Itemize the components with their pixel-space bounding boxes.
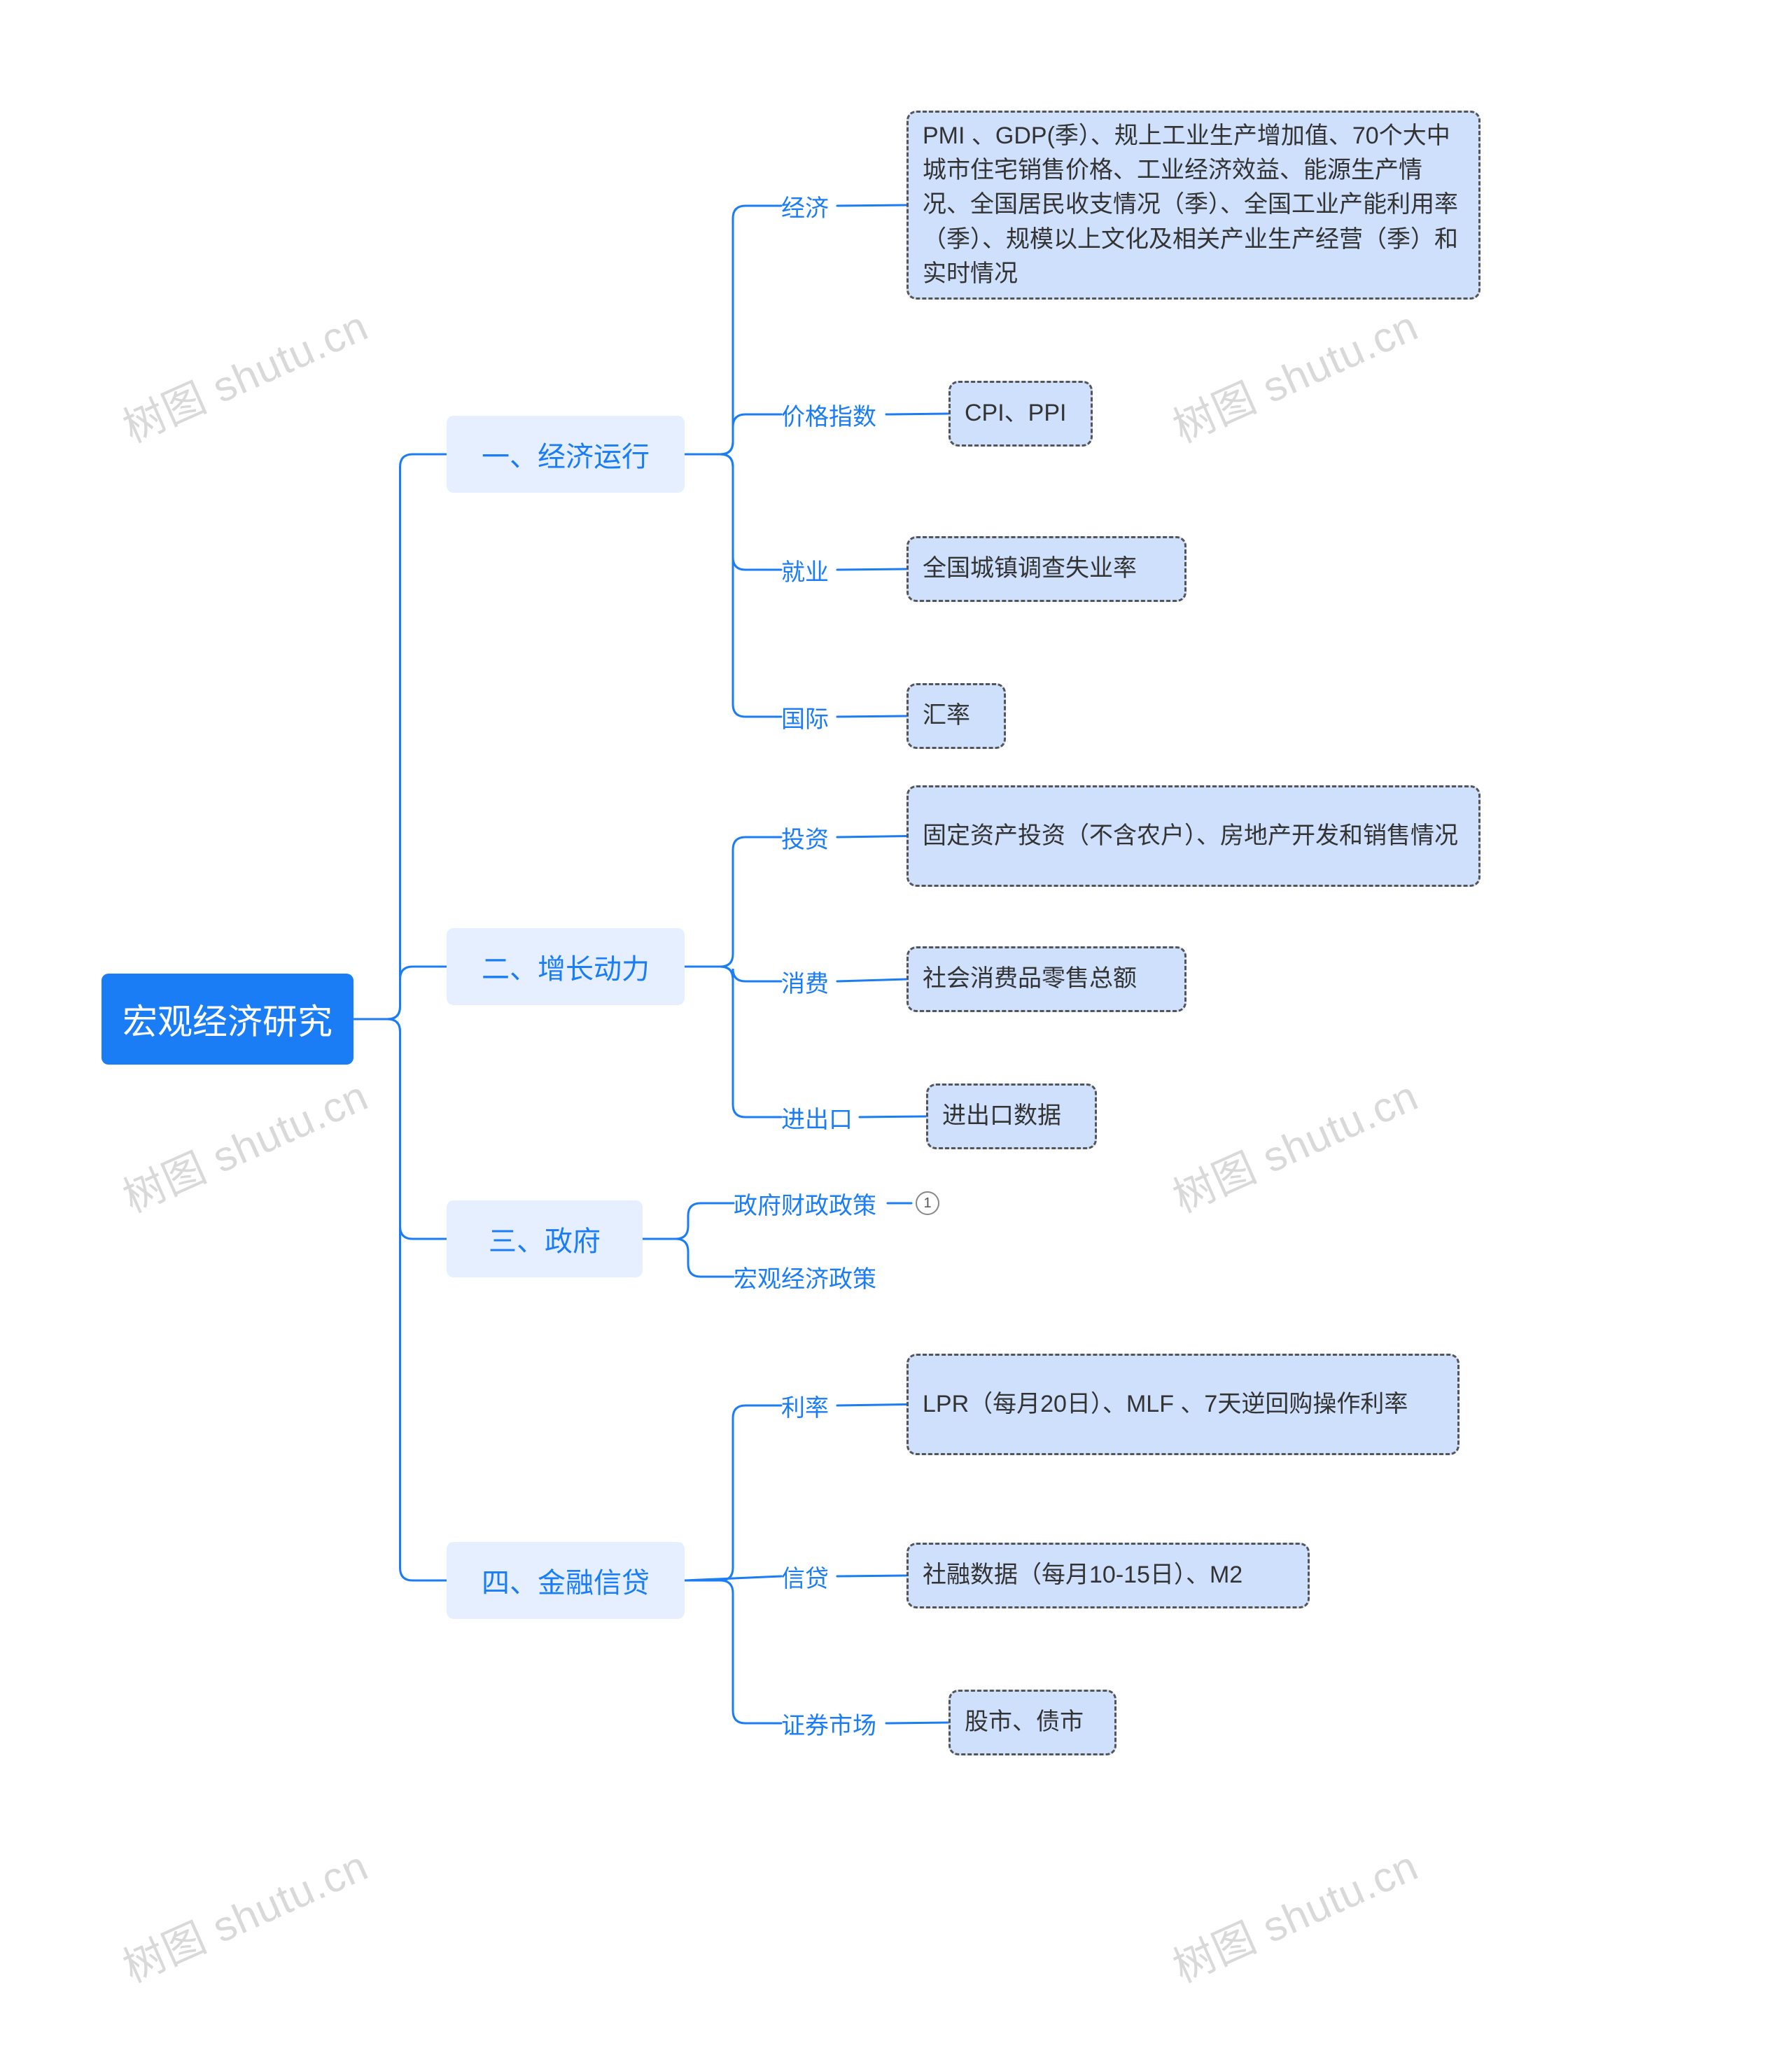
root-label: 宏观经济研究	[122, 994, 332, 1044]
leaf-unemployment[interactable]: 全国城镇调查失业率	[906, 536, 1186, 602]
topic-fiscal-policy[interactable]: 政府财政政策	[734, 1186, 888, 1220]
branch-growth-drivers[interactable]: 二、增长动力	[447, 928, 685, 1005]
topic-interest-rate[interactable]: 利率	[781, 1389, 837, 1422]
topic-label: 国际	[781, 700, 829, 734]
topic-label: 宏观经济政策	[734, 1260, 876, 1294]
topic-international[interactable]: 国际	[781, 700, 837, 734]
topic-securities[interactable]: 证券市场	[781, 1706, 886, 1740]
topic-credit[interactable]: 信贷	[781, 1559, 837, 1593]
leaf-economy-detail[interactable]: PMI 、GDP(季）、规上工业生产增加值、70个大中城市住宅销售价格、工业经济…	[906, 111, 1480, 300]
topic-label: 投资	[781, 820, 829, 855]
leaf-stock-bond[interactable]: 股市、债市	[948, 1690, 1116, 1755]
leaf-label: 固定资产投资（不含农户）、房地产开发和销售情况	[923, 819, 1458, 853]
branch-government[interactable]: 三、政府	[447, 1200, 643, 1277]
topic-label: 利率	[781, 1389, 829, 1423]
topic-consumption[interactable]: 消费	[781, 965, 837, 998]
watermark-2: 树图 shutu.cn	[112, 1832, 377, 1995]
branch-label: 三、政府	[489, 1219, 601, 1259]
watermark-3: 树图 shutu.cn	[1162, 293, 1427, 455]
topic-label: 经济	[781, 189, 829, 223]
topic-label: 就业	[781, 553, 829, 587]
branch-economic-operation[interactable]: 一、经济运行	[447, 416, 685, 493]
leaf-label: 社融数据（每月10-15日）、M2	[923, 1558, 1242, 1592]
note-badge-1[interactable]: 1	[916, 1191, 939, 1215]
watermark-1: 树图 shutu.cn	[112, 1062, 377, 1225]
topic-employment[interactable]: 就业	[781, 553, 837, 587]
branch-finance-credit[interactable]: 四、金融信贷	[447, 1542, 685, 1619]
topic-economy[interactable]: 经济	[781, 189, 837, 223]
branch-label: 二、增长动力	[482, 946, 650, 987]
leaf-label: 进出口数据	[942, 1099, 1061, 1133]
leaf-label: LPR（每月20日）、MLF 、7天逆回购操作利率	[923, 1387, 1408, 1422]
topic-investment[interactable]: 投资	[781, 820, 837, 854]
topic-import-export[interactable]: 进出口	[781, 1100, 860, 1134]
topic-label: 消费	[781, 965, 829, 999]
mindmap-canvas: 树图 shutu.cn 树图 shutu.cn 树图 shutu.cn 树图 s…	[0, 0, 1792, 2055]
topic-label: 信贷	[781, 1559, 829, 1594]
topic-label: 政府财政政策	[734, 1186, 876, 1221]
leaf-trade-data[interactable]: 进出口数据	[926, 1083, 1097, 1149]
leaf-exchange-rate[interactable]: 汇率	[906, 683, 1006, 749]
watermark-0: 树图 shutu.cn	[112, 293, 377, 455]
watermark-5: 树图 shutu.cn	[1162, 1832, 1427, 1995]
watermark-4: 树图 shutu.cn	[1162, 1062, 1427, 1225]
branch-label: 四、金融信贷	[482, 1560, 650, 1601]
leaf-fixed-assets[interactable]: 固定资产投资（不含农户）、房地产开发和销售情况	[906, 785, 1480, 887]
topic-macro-policy[interactable]: 宏观经济政策	[734, 1260, 888, 1293]
topic-price-index[interactable]: 价格指数	[781, 398, 886, 431]
topic-label: 证券市场	[781, 1706, 876, 1741]
leaf-label: PMI 、GDP(季）、规上工业生产增加值、70个大中城市住宅销售价格、工业经济…	[923, 119, 1464, 291]
leaf-label: 汇率	[923, 699, 970, 733]
leaf-label: 全国城镇调查失业率	[923, 552, 1137, 586]
topic-label: 进出口	[781, 1100, 853, 1135]
leaf-cpi-ppi[interactable]: CPI、PPI	[948, 381, 1093, 447]
leaf-social-financing[interactable]: 社融数据（每月10-15日）、M2	[906, 1543, 1310, 1608]
leaf-label: CPI、PPI	[965, 396, 1066, 430]
note-label: 1	[923, 1195, 931, 1212]
leaf-label: 股市、债市	[965, 1705, 1084, 1739]
leaf-label: 社会消费品零售总额	[923, 962, 1137, 996]
topic-label: 价格指数	[781, 398, 876, 432]
leaf-retail-sales[interactable]: 社会消费品零售总额	[906, 946, 1186, 1012]
leaf-lpr-mlf[interactable]: LPR（每月20日）、MLF 、7天逆回购操作利率	[906, 1354, 1460, 1455]
root-node[interactable]: 宏观经济研究	[102, 974, 354, 1065]
branch-label: 一、经济运行	[482, 434, 650, 475]
